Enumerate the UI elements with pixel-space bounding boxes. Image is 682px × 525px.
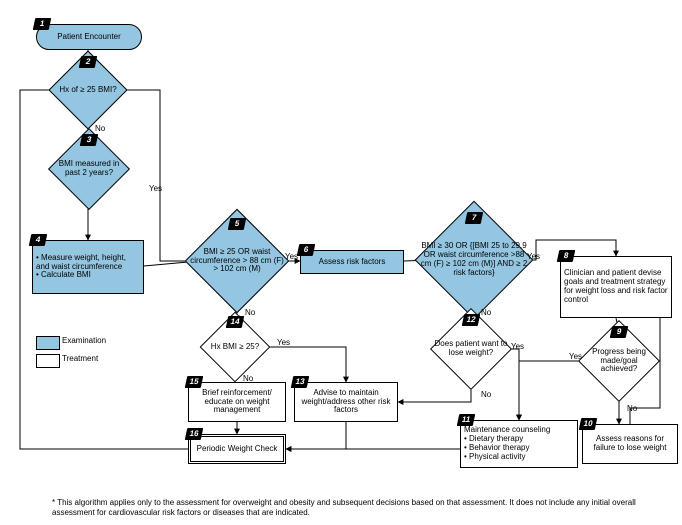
edge-label: No <box>480 308 492 317</box>
node-number-10: 10 <box>579 418 598 430</box>
node-11: Maintenance counseling • Dietary therapy… <box>460 420 578 468</box>
edge-label: No <box>94 124 106 133</box>
node-4: • Measure weight, height, and waist circ… <box>32 240 144 294</box>
node-1: Patient Encounter <box>36 24 142 50</box>
legend-swatch-treatment <box>36 354 60 368</box>
legend-swatch-examination <box>36 336 60 350</box>
node-label: BMI ≥ 30 OR {[BMI 25 to 29.9 OR waist ci… <box>415 239 533 280</box>
node-number-16: 16 <box>185 428 204 440</box>
edge-label: No <box>480 390 492 399</box>
edge-label: Yes <box>526 252 541 261</box>
node-14: Hx BMI ≥ 25? <box>210 322 260 372</box>
node-number-11: 11 <box>457 414 476 426</box>
node-16: Periodic Weight Check <box>188 434 286 464</box>
edge-label: No <box>626 404 638 413</box>
node-number-3: 3 <box>80 134 99 146</box>
node-15: Brief reinforcement/ educate on weight m… <box>188 382 286 422</box>
edge-label: Yes <box>148 184 163 193</box>
flowchart-stage: Patient Encounter1Hx of ≥ 25 BMI?2BMI me… <box>0 0 682 525</box>
edge-label: Yes <box>568 352 583 361</box>
node-number-8: 8 <box>557 250 576 262</box>
node-number-4: 4 <box>29 234 48 246</box>
edge-label: No <box>242 374 254 383</box>
node-label: Does patient want to lose weight? <box>430 337 511 361</box>
legend-label-examination: Examination <box>62 336 106 345</box>
node-5: BMI ≥ 25 OR waist circumference > 88 cm … <box>200 224 274 298</box>
edge-label: No <box>244 308 256 317</box>
node-number-13: 13 <box>291 376 310 388</box>
node-number-1: 1 <box>33 18 52 30</box>
node-2: Hx of ≥ 25 BMI? <box>60 62 116 118</box>
node-label: Hx of ≥ 25 BMI? <box>56 83 119 98</box>
node-10: Assess reasons for failure to lose weigh… <box>582 424 678 464</box>
node-8: Clinician and patient devise goals and t… <box>560 256 672 318</box>
node-label: BMI measured in past 2 years? <box>48 157 129 181</box>
edge-label: Yes <box>510 342 525 351</box>
footnote: * This algorithm applies only to the ass… <box>52 498 680 517</box>
node-3: BMI measured in past 2 years? <box>60 140 118 198</box>
node-label: Hx BMI ≥ 25? <box>208 340 262 355</box>
node-label: BMI ≥ 25 OR waist circumference > 88 cm … <box>185 245 289 277</box>
node-9: Progress being made/goal achieved? <box>590 332 648 390</box>
node-number-2: 2 <box>79 56 98 68</box>
node-label: Progress being made/goal achieved? <box>578 345 659 377</box>
edge-label: Yes <box>276 338 291 347</box>
node-number-12: 12 <box>462 314 481 326</box>
node-number-7: 7 <box>465 212 484 224</box>
node-number-14: 14 <box>226 316 245 328</box>
edge-label: Yes <box>284 252 299 261</box>
node-6: Assess risk factors <box>300 250 404 274</box>
legend-label-treatment: Treatment <box>62 354 98 363</box>
node-number-5: 5 <box>228 218 247 230</box>
node-number-15: 15 <box>185 376 204 388</box>
node-number-6: 6 <box>297 244 316 256</box>
node-12: Does patient want to lose weight? <box>442 320 500 378</box>
node-number-9: 9 <box>610 326 629 338</box>
node-7: BMI ≥ 30 OR {[BMI 25 to 29.9 OR waist ci… <box>432 218 516 302</box>
node-13: Advise to maintain weight/address other … <box>294 382 398 422</box>
